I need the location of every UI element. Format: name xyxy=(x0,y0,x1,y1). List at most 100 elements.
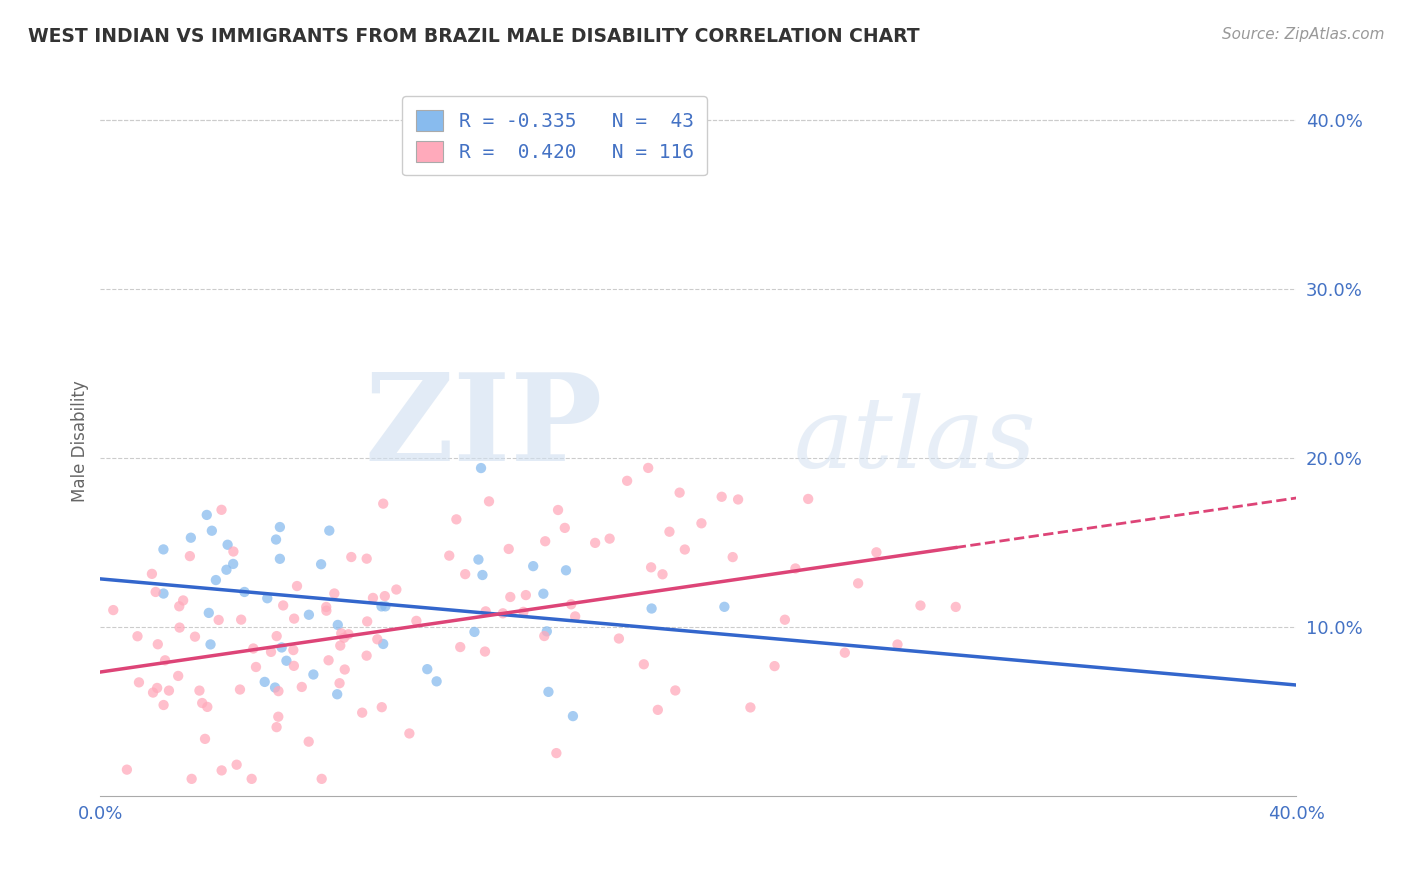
Text: WEST INDIAN VS IMMIGRANTS FROM BRAZIL MALE DISABILITY CORRELATION CHART: WEST INDIAN VS IMMIGRANTS FROM BRAZIL MA… xyxy=(28,27,920,45)
Legend: R = -0.335   N =  43, R =  0.420   N = 116: R = -0.335 N = 43, R = 0.420 N = 116 xyxy=(402,96,707,176)
Point xyxy=(211,764,233,778)
Point xyxy=(361,591,384,605)
Point xyxy=(225,757,247,772)
Point xyxy=(658,524,681,539)
Point xyxy=(373,497,395,511)
Point xyxy=(498,541,520,556)
Point xyxy=(169,621,191,635)
Point xyxy=(191,696,214,710)
Point xyxy=(291,680,314,694)
Point xyxy=(298,607,321,622)
Point xyxy=(153,653,176,667)
Point xyxy=(640,560,662,574)
Point xyxy=(152,698,174,712)
Point xyxy=(533,629,555,643)
Point xyxy=(515,588,537,602)
Point xyxy=(673,542,696,557)
Point xyxy=(449,640,471,654)
Y-axis label: Male Disability: Male Disability xyxy=(72,380,89,502)
Point xyxy=(910,599,932,613)
Point xyxy=(773,613,796,627)
Point xyxy=(647,703,669,717)
Point xyxy=(298,734,321,748)
Point xyxy=(763,659,786,673)
Point xyxy=(690,516,713,531)
Point xyxy=(256,591,278,606)
Point xyxy=(846,576,869,591)
Point xyxy=(366,632,388,647)
Point xyxy=(260,645,283,659)
Point xyxy=(531,587,554,601)
Point xyxy=(352,706,374,720)
Point xyxy=(329,639,352,653)
Point xyxy=(311,772,333,786)
Point xyxy=(127,629,149,643)
Point xyxy=(283,658,305,673)
Point xyxy=(834,646,856,660)
Point xyxy=(233,585,256,599)
Point xyxy=(266,720,288,734)
Point xyxy=(356,615,378,629)
Point xyxy=(522,559,544,574)
Point xyxy=(315,604,337,618)
Point xyxy=(215,563,238,577)
Point xyxy=(727,492,749,507)
Point xyxy=(607,632,630,646)
Point xyxy=(180,772,202,786)
Point xyxy=(201,524,224,538)
Point xyxy=(637,461,659,475)
Point xyxy=(797,491,820,506)
Point xyxy=(167,599,190,614)
Point xyxy=(478,494,501,508)
Point xyxy=(945,599,967,614)
Point xyxy=(333,631,356,645)
Point xyxy=(217,538,239,552)
Point xyxy=(668,485,690,500)
Point xyxy=(374,599,396,614)
Point xyxy=(194,731,217,746)
Text: atlas: atlas xyxy=(794,393,1036,489)
Point xyxy=(267,709,290,723)
Point xyxy=(179,549,201,563)
Point xyxy=(188,683,211,698)
Point xyxy=(167,669,190,683)
Point xyxy=(616,474,638,488)
Point xyxy=(467,552,489,566)
Point xyxy=(240,772,263,786)
Point xyxy=(463,624,485,639)
Point xyxy=(492,607,515,621)
Point xyxy=(398,726,420,740)
Point xyxy=(564,609,586,624)
Point xyxy=(146,637,169,651)
Point xyxy=(269,520,291,534)
Point xyxy=(583,536,606,550)
Point xyxy=(180,531,202,545)
Point xyxy=(555,563,578,577)
Point xyxy=(211,503,233,517)
Point xyxy=(470,461,492,475)
Point xyxy=(405,614,427,628)
Point xyxy=(865,545,887,559)
Point xyxy=(721,550,744,565)
Point xyxy=(200,637,222,651)
Point xyxy=(886,638,908,652)
Point xyxy=(710,490,733,504)
Point xyxy=(385,582,408,597)
Point xyxy=(198,606,221,620)
Point xyxy=(560,597,582,611)
Point xyxy=(146,681,169,695)
Point xyxy=(474,604,496,618)
Point xyxy=(128,675,150,690)
Point xyxy=(537,685,560,699)
Point xyxy=(283,612,305,626)
Text: ZIP: ZIP xyxy=(364,368,603,486)
Point xyxy=(370,599,392,614)
Point xyxy=(115,763,138,777)
Point xyxy=(267,684,290,698)
Point xyxy=(253,674,276,689)
Point xyxy=(184,630,207,644)
Point xyxy=(266,629,288,643)
Point xyxy=(142,685,165,699)
Point xyxy=(264,533,287,547)
Point xyxy=(302,667,325,681)
